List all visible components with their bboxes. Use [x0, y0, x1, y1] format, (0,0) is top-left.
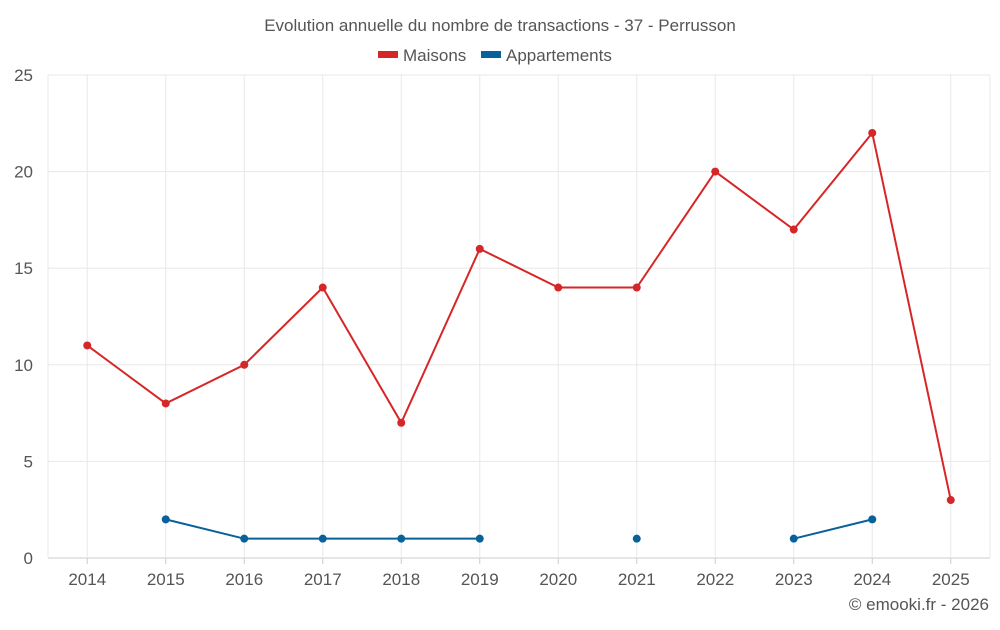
gridlines: [47, 74, 991, 559]
data-point-appartements[interactable]: [868, 515, 877, 524]
data-point-appartements[interactable]: [475, 534, 484, 543]
data-point-maisons[interactable]: [161, 399, 170, 408]
x-tick-label: 2017: [304, 570, 342, 589]
legend-item-maisons[interactable]: Maisons: [378, 46, 466, 65]
legend-label-appartements: Appartements: [506, 46, 612, 65]
data-point-maisons[interactable]: [946, 496, 955, 505]
x-tick-label: 2023: [775, 570, 813, 589]
x-tick-label: 2015: [147, 570, 185, 589]
y-tick-label: 25: [14, 66, 33, 85]
data-point-maisons[interactable]: [711, 167, 720, 176]
legend-swatch-appartements: [481, 51, 501, 58]
data-point-maisons[interactable]: [83, 341, 92, 350]
y-tick-label: 0: [24, 549, 33, 568]
data-point-maisons[interactable]: [475, 244, 484, 253]
series-maisons: [83, 128, 955, 505]
data-point-appartements[interactable]: [789, 534, 798, 543]
data-point-maisons[interactable]: [240, 360, 249, 369]
y-tick-label: 5: [24, 452, 33, 471]
data-point-maisons[interactable]: [554, 283, 563, 292]
data-point-maisons[interactable]: [789, 225, 798, 234]
x-tick-label: 2014: [68, 570, 106, 589]
y-tick-label: 15: [14, 259, 33, 278]
data-point-appartements[interactable]: [632, 534, 641, 543]
series: [83, 128, 955, 543]
data-point-appartements[interactable]: [397, 534, 406, 543]
x-tick-label: 2016: [225, 570, 263, 589]
series-line-appartements: [793, 518, 873, 540]
y-tick-label: 20: [14, 163, 33, 182]
data-point-maisons[interactable]: [632, 283, 641, 292]
legend-item-appartements[interactable]: Appartements: [481, 46, 612, 65]
y-tick-label: 10: [14, 356, 33, 375]
data-point-appartements[interactable]: [161, 515, 170, 524]
x-tick-label: 2022: [696, 570, 734, 589]
x-tick-label: 2019: [461, 570, 499, 589]
data-point-appartements[interactable]: [240, 534, 249, 543]
data-point-appartements[interactable]: [318, 534, 327, 543]
x-tick-label: 2020: [539, 570, 577, 589]
data-point-maisons[interactable]: [397, 418, 406, 427]
legend: Maisons Appartements: [378, 46, 612, 65]
legend-swatch-maisons: [378, 51, 398, 58]
chart-title: Evolution annuelle du nombre de transact…: [264, 16, 736, 35]
data-point-maisons[interactable]: [868, 128, 877, 137]
series-line-maisons: [86, 130, 952, 501]
x-tick-label: 2018: [382, 570, 420, 589]
series-appartements: [161, 515, 877, 543]
footer-credit: © emooki.fr - 2026: [849, 595, 989, 614]
x-tick-label: 2021: [618, 570, 656, 589]
data-point-maisons[interactable]: [318, 283, 327, 292]
x-tick-label: 2024: [853, 570, 891, 589]
x-tick-label: 2025: [932, 570, 970, 589]
legend-label-maisons: Maisons: [403, 46, 466, 65]
